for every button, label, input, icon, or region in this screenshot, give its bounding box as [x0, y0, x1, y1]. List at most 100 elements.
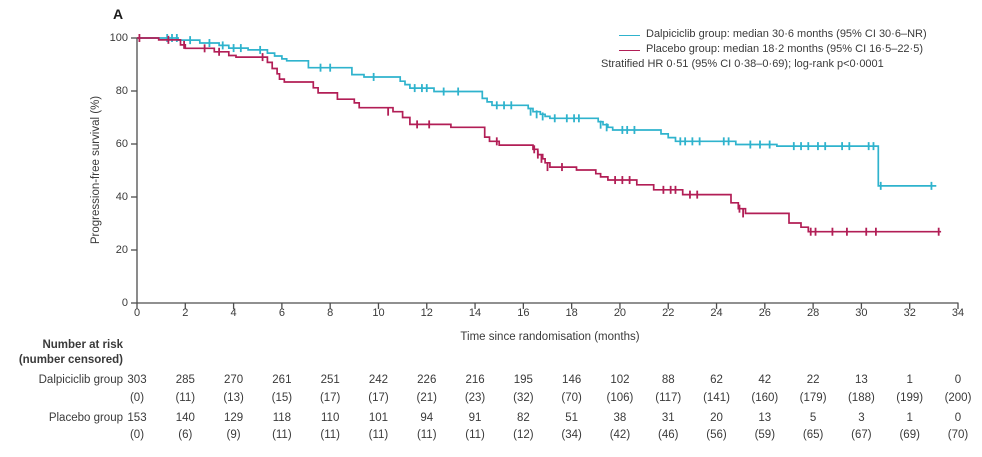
risk-censored: (106)	[606, 392, 634, 404]
risk-count: 38	[613, 412, 627, 424]
x-tick-label: 8	[327, 307, 334, 319]
risk-censored: (67)	[851, 429, 872, 441]
risk-row-label-placebo: Placebo group	[48, 412, 123, 424]
risk-count: 22	[806, 374, 820, 386]
risk-censored: (46)	[658, 429, 679, 441]
x-axis-title: Time since randomisation (months)	[460, 331, 640, 343]
risk-count: 153	[127, 412, 147, 424]
x-tick-label: 34	[951, 307, 965, 319]
risk-count: 91	[468, 412, 482, 424]
risk-censored: (70)	[561, 392, 582, 404]
risk-censored: (188)	[847, 392, 875, 404]
legend-label-placebo: Placebo group: median 18·2 months (95% C…	[646, 43, 923, 55]
risk-censored: (32)	[513, 392, 534, 404]
risk-censored: (11)	[416, 429, 437, 441]
x-tick-label: 32	[903, 307, 916, 319]
x-tick-label: 26	[758, 307, 771, 319]
risk-censored: (11)	[368, 429, 389, 441]
risk-censored: (0)	[129, 392, 145, 404]
x-tick-label: 22	[662, 307, 675, 319]
risk-count: 303	[127, 374, 147, 386]
x-tick-label: 14	[468, 307, 482, 319]
risk-censored: (117)	[655, 392, 682, 404]
risk-censored: (23)	[464, 392, 486, 404]
risk-count: 1	[906, 412, 913, 424]
x-tick-label: 10	[372, 307, 385, 319]
risk-censored: (56)	[706, 429, 727, 441]
risk-count: 285	[175, 374, 195, 386]
legend-swatch-dalpiciclib	[619, 35, 640, 36]
risk-count: 118	[272, 412, 292, 424]
risk-censored: (59)	[754, 429, 776, 441]
x-tick-label: 6	[278, 307, 285, 319]
risk-censored: (11)	[272, 429, 292, 441]
risk-count: 251	[320, 374, 340, 386]
risk-censored: (0)	[129, 429, 145, 441]
pfs-curve-placebo	[137, 37, 942, 233]
risk-count: 129	[223, 412, 244, 424]
x-tick-label: 20	[613, 307, 627, 319]
risk-censored: (70)	[947, 429, 969, 441]
risk-count: 5	[809, 412, 817, 424]
risk-count: 140	[175, 412, 195, 424]
y-tick-label: 80	[115, 85, 128, 97]
risk-censored: (69)	[899, 429, 920, 441]
risk-censored: (11)	[175, 392, 196, 404]
risk-count: 20	[710, 412, 723, 424]
risk-count: 88	[661, 374, 675, 386]
risk-count: 261	[272, 374, 292, 386]
risk-count: 102	[610, 374, 630, 386]
risk-censored: (179)	[799, 392, 827, 404]
pfs-curve-dalpiciclib	[137, 37, 937, 187]
risk-count: 146	[562, 374, 582, 386]
x-tick-label: 30	[855, 307, 868, 319]
risk-count: 270	[223, 374, 244, 386]
risk-count: 0	[954, 412, 962, 424]
risk-censored: (6)	[178, 429, 193, 441]
risk-count: 62	[710, 374, 723, 386]
risk-censored: (12)	[513, 429, 534, 441]
risk-count: 101	[368, 412, 389, 424]
risk-count: 0	[954, 374, 962, 386]
risk-table-header-2: (number censored)	[18, 354, 123, 366]
risk-count: 226	[417, 374, 437, 386]
x-tick-label: 18	[565, 307, 578, 319]
y-tick-label: 20	[115, 244, 128, 256]
risk-censored: (11)	[320, 429, 340, 441]
x-tick-label: 28	[806, 307, 820, 319]
risk-count: 110	[321, 412, 340, 424]
y-axis-title: Progression-free survival (%)	[90, 95, 102, 245]
x-tick-label: 12	[420, 307, 433, 319]
x-tick-label: 0	[133, 307, 141, 319]
y-tick-label: 60	[115, 138, 128, 150]
legend-swatch-placebo	[619, 50, 640, 51]
risk-count: 1	[906, 374, 913, 386]
risk-count: 195	[513, 374, 533, 386]
risk-count: 13	[855, 374, 868, 386]
risk-censored: (199)	[896, 392, 924, 404]
risk-censored: (9)	[226, 429, 241, 441]
risk-censored: (160)	[751, 392, 779, 404]
risk-count: 31	[661, 412, 675, 424]
risk-censored: (200)	[944, 392, 972, 404]
hr-annotation: Stratified HR 0·51 (95% CI 0·38–0·69); l…	[601, 58, 884, 70]
risk-censored: (15)	[271, 392, 293, 404]
risk-censored: (21)	[416, 392, 437, 404]
risk-count: 42	[758, 374, 772, 386]
risk-count: 13	[758, 412, 772, 424]
risk-table-header-1: Number at risk	[42, 339, 123, 351]
x-tick-label: 24	[710, 307, 723, 319]
risk-censored: (17)	[319, 392, 341, 404]
risk-row-label-dalpiciclib: Dalpiciclib group	[38, 374, 123, 386]
y-tick-label: 100	[109, 32, 128, 44]
risk-censored: (13)	[223, 392, 244, 404]
risk-censored: (65)	[802, 429, 824, 441]
risk-count: 242	[368, 374, 389, 386]
x-tick-label: 2	[182, 307, 189, 319]
risk-censored: (34)	[561, 429, 582, 441]
x-tick-label: 4	[230, 307, 237, 319]
risk-censored: (17)	[368, 392, 389, 404]
risk-count: 216	[465, 374, 485, 386]
